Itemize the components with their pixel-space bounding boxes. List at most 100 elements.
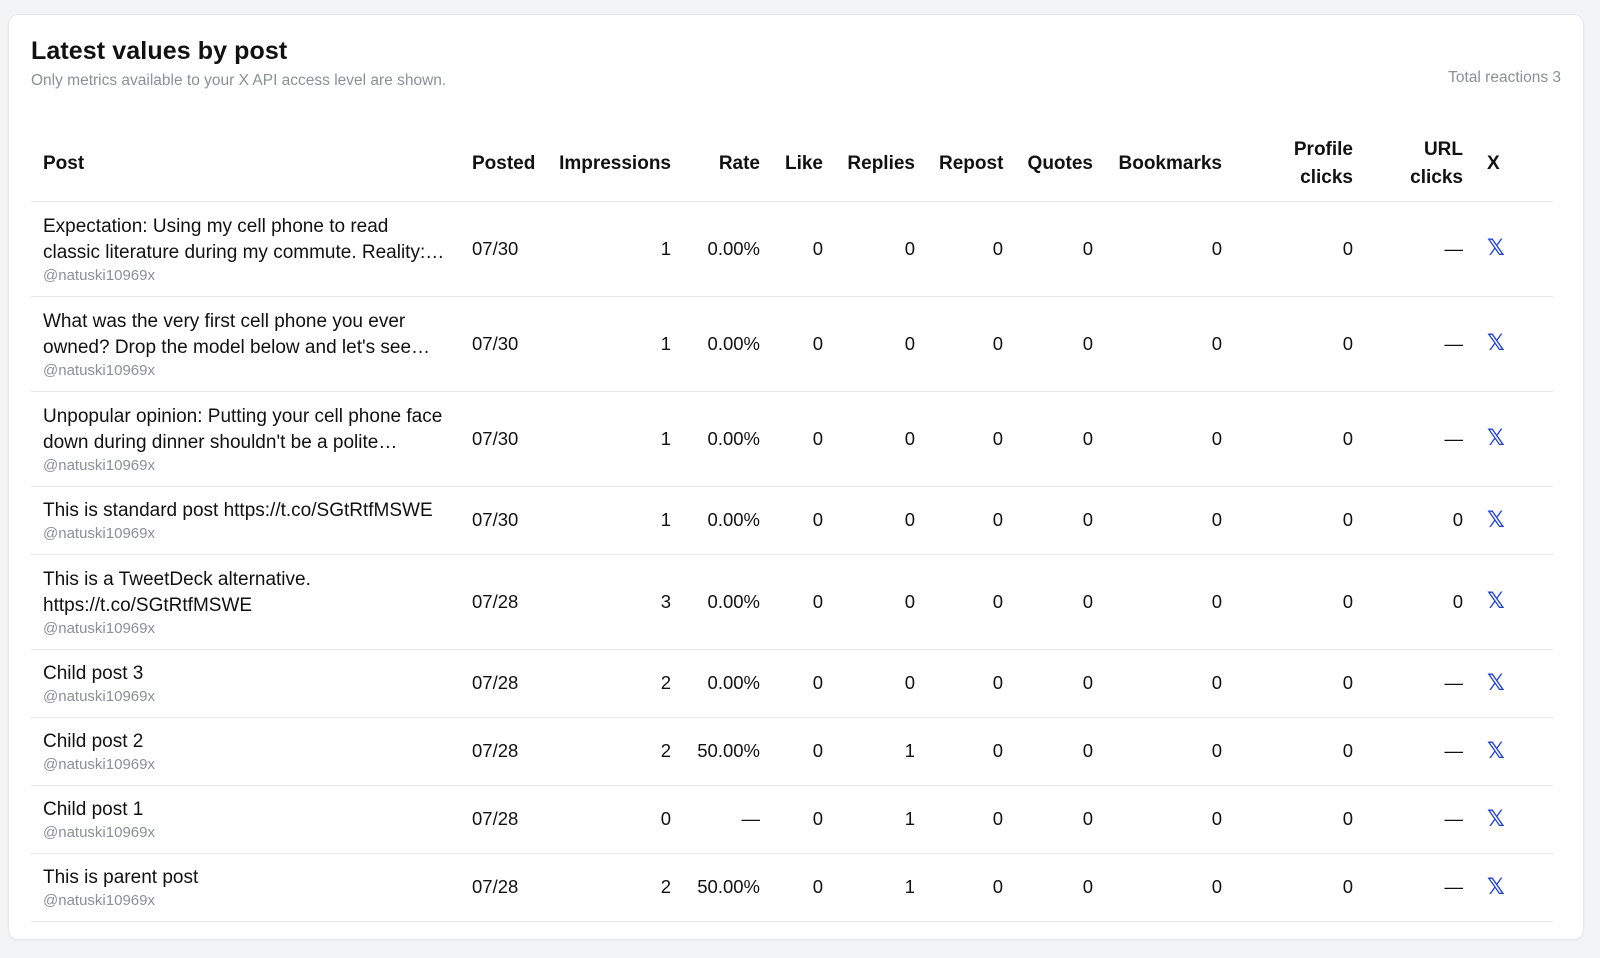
x-cell: 𝕏 <box>1475 649 1553 718</box>
table-row: Expectation: Using my cell phone to read… <box>31 201 1553 297</box>
rate-cell: 0.00% <box>683 649 772 718</box>
url-clicks-cell: — <box>1365 785 1475 854</box>
quotes-cell: 0 <box>1015 649 1105 718</box>
url-clicks-cell: — <box>1365 717 1475 786</box>
post-text: This is a TweetDeck alternative. https:/… <box>43 568 311 616</box>
replies-cell: 0 <box>835 201 927 297</box>
post-text: This is standard post https://t.co/SGtRt… <box>43 500 433 521</box>
col-like: Like <box>772 127 835 202</box>
x-logo-icon[interactable]: 𝕏 <box>1487 805 1505 831</box>
bookmarks-cell: 0 <box>1105 296 1234 392</box>
posted-cell: 07/28 <box>460 853 546 922</box>
replies-cell: 1 <box>835 853 927 922</box>
posted-cell: 07/30 <box>460 391 546 487</box>
col-profile-clicks-line1: Profile <box>1293 138 1353 160</box>
x-cell: 𝕏 <box>1475 554 1553 650</box>
impressions-cell: 2 <box>546 853 683 922</box>
rate-cell: — <box>683 785 772 854</box>
repost-cell: 0 <box>927 201 1015 297</box>
x-logo-icon[interactable]: 𝕏 <box>1487 737 1505 763</box>
col-profile-clicks: Profile clicks <box>1234 127 1365 202</box>
like-cell: 0 <box>772 201 835 297</box>
quotes-cell: 0 <box>1015 296 1105 392</box>
card-title: Latest values by post <box>31 37 288 65</box>
rate-cell: 0.00% <box>683 554 772 650</box>
rate-cell: 50.00% <box>683 853 772 922</box>
col-rate: Rate <box>683 127 772 202</box>
x-logo-icon[interactable]: 𝕏 <box>1487 669 1505 695</box>
post-cell: Unpopular opinion: Putting your cell pho… <box>31 391 460 487</box>
profile-clicks-cell: 0 <box>1234 486 1365 555</box>
impressions-cell: 1 <box>546 486 683 555</box>
post-cell: Expectation: Using my cell phone to read… <box>31 201 460 297</box>
total-reactions: Total reactions 3 <box>1448 69 1561 86</box>
col-impressions: Impressions <box>546 127 683 202</box>
x-logo-icon[interactable]: 𝕏 <box>1487 330 1505 355</box>
like-cell: 0 <box>772 717 835 786</box>
post-text: Child post 3 <box>43 663 144 684</box>
repost-cell: 0 <box>927 391 1015 487</box>
repost-cell: 0 <box>927 554 1015 650</box>
posted-cell: 07/28 <box>460 785 546 854</box>
bookmarks-cell: 0 <box>1105 853 1234 922</box>
x-cell: 𝕏 <box>1475 785 1553 854</box>
post-text: What was the very first cell phone you e… <box>43 310 412 358</box>
table-row: Child post 1 @natuski10969x 07/28 0 — 0 … <box>31 785 1553 854</box>
post-cell: Child post 3 @natuski10969x <box>31 649 460 718</box>
table-row: Unpopular opinion: Putting your cell pho… <box>31 391 1553 487</box>
post-text: Unpopular opinion: Putting your cell pho… <box>43 405 443 453</box>
posted-cell: 07/28 <box>460 649 546 718</box>
col-repost: Repost <box>927 127 1015 202</box>
profile-clicks-cell: 0 <box>1234 296 1365 392</box>
col-posted: Posted <box>460 127 546 202</box>
profile-clicks-cell: 0 <box>1234 554 1365 650</box>
post-handle: @natuski10969x <box>43 525 155 542</box>
post-cell: This is a TweetDeck alternative. https:/… <box>31 554 460 650</box>
like-cell: 0 <box>772 649 835 718</box>
x-logo-icon[interactable]: 𝕏 <box>1487 425 1505 450</box>
x-logo-icon[interactable]: 𝕏 <box>1487 588 1505 613</box>
rate-cell: 0.00% <box>683 296 772 392</box>
quotes-cell: 0 <box>1015 554 1105 650</box>
url-clicks-cell: — <box>1365 391 1475 487</box>
x-logo-icon[interactable]: 𝕏 <box>1487 506 1505 532</box>
posted-cell: 07/28 <box>460 554 546 650</box>
col-url-clicks-line2: clicks <box>1410 166 1463 188</box>
quotes-cell: 0 <box>1015 785 1105 854</box>
x-logo-icon[interactable]: 𝕏 <box>1487 235 1505 260</box>
repost-cell: 0 <box>927 853 1015 922</box>
url-clicks-cell: 0 <box>1365 554 1475 650</box>
profile-clicks-cell: 0 <box>1234 649 1365 718</box>
x-cell: 𝕏 <box>1475 717 1553 786</box>
post-cell: Child post 1 @natuski10969x <box>31 785 460 854</box>
posted-cell: 07/30 <box>460 486 546 555</box>
url-clicks-cell: 0 <box>1365 486 1475 555</box>
impressions-cell: 2 <box>546 717 683 786</box>
url-clicks-cell: — <box>1365 296 1475 392</box>
table-body: Expectation: Using my cell phone to read… <box>31 201 1553 922</box>
impressions-cell: 1 <box>546 391 683 487</box>
col-url-clicks-line1: URL <box>1423 138 1463 160</box>
like-cell: 0 <box>772 853 835 922</box>
table-header: Post Posted Impressions Rate Like Replie… <box>31 127 1553 202</box>
impressions-cell: 1 <box>546 201 683 297</box>
replies-cell: 0 <box>835 391 927 487</box>
bookmarks-cell: 0 <box>1105 649 1234 718</box>
replies-cell: 1 <box>835 717 927 786</box>
table-row: Child post 3 @natuski10969x 07/28 2 0.00… <box>31 649 1553 718</box>
impressions-cell: 0 <box>546 785 683 854</box>
x-logo-icon[interactable]: 𝕏 <box>1487 873 1505 899</box>
url-clicks-cell: — <box>1365 649 1475 718</box>
posts-table: Post Posted Impressions Rate Like Replie… <box>31 127 1553 922</box>
rate-cell: 50.00% <box>683 717 772 786</box>
post-text: Child post 2 <box>43 731 144 752</box>
table-row: This is standard post https://t.co/SGtRt… <box>31 486 1553 555</box>
replies-cell: 0 <box>835 296 927 392</box>
quotes-cell: 0 <box>1015 391 1105 487</box>
like-cell: 0 <box>772 785 835 854</box>
post-handle: @natuski10969x <box>43 688 155 705</box>
col-post: Post <box>31 127 460 202</box>
post-text: Expectation: Using my cell phone to read… <box>43 215 426 263</box>
repost-cell: 0 <box>927 486 1015 555</box>
like-cell: 0 <box>772 554 835 650</box>
